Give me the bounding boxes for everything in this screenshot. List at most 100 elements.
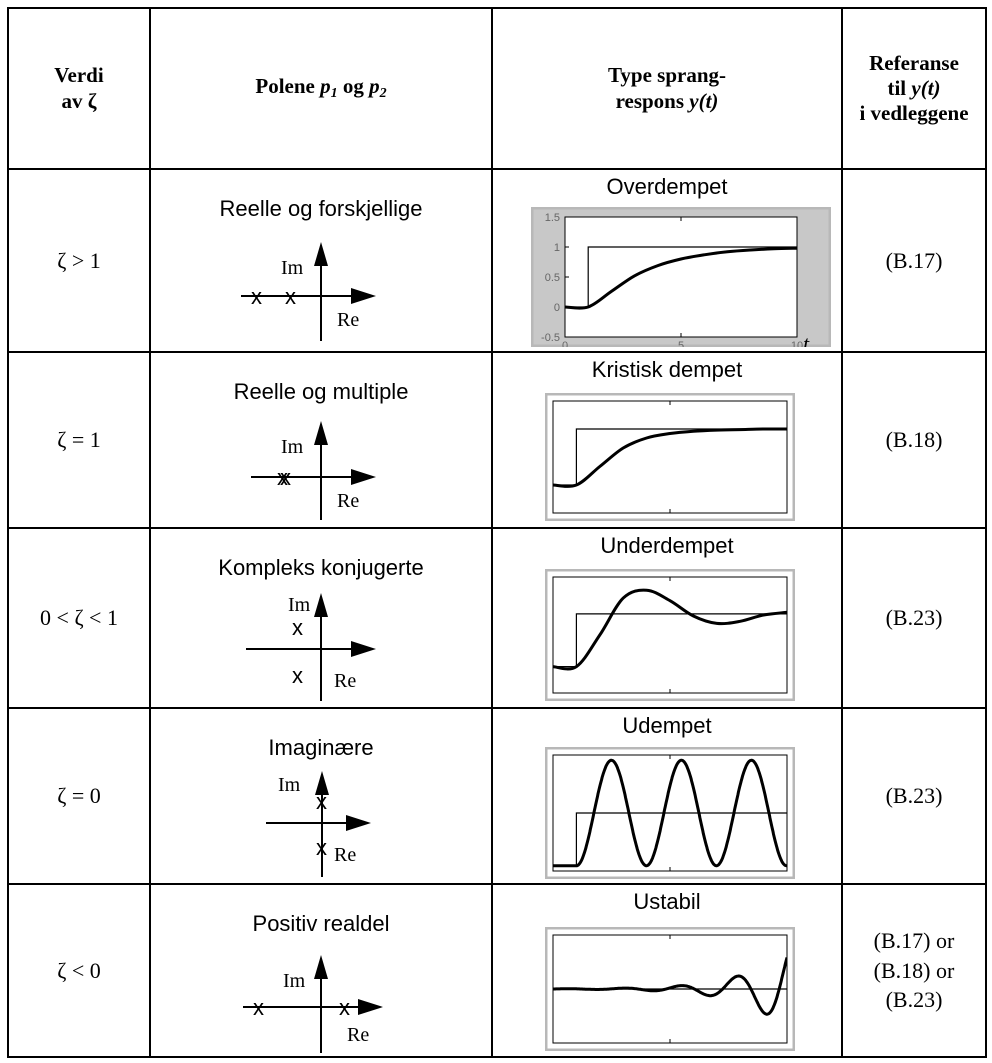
step-response-plot-unstable xyxy=(545,927,795,1051)
step-response-plot-underdamped xyxy=(545,569,795,701)
y-tick-label: -0.5 xyxy=(541,332,560,344)
response-curve xyxy=(553,758,787,868)
table-row: ζ = 0 Imaginære Im Re x x Udempet xyxy=(7,707,987,885)
y-tick-label: 1.5 xyxy=(545,212,560,224)
header-poles-text: Polene xyxy=(255,74,321,99)
re-arrow-icon xyxy=(358,999,383,1015)
poles-title: Imaginære xyxy=(268,735,374,760)
zeta-cell: ζ > 1 xyxy=(7,168,151,353)
header-reference: Referanse til y(t) i vedleggene xyxy=(841,7,987,170)
poles-title: Kompleks konjugerte xyxy=(218,555,424,580)
zeta-cell: 0 < ζ < 1 xyxy=(7,527,151,709)
reference-line: (B.23) xyxy=(885,987,943,1013)
header-zeta-line1: Verdi xyxy=(54,63,104,88)
poles-cell: Positiv realdel Im Re x x xyxy=(149,883,493,1058)
header-p1-sub: 1 xyxy=(330,86,338,102)
reference-line: (B.17) or xyxy=(873,927,955,953)
header-reference-line3: i vedleggene xyxy=(859,101,969,126)
step-input-line xyxy=(553,613,787,668)
header-og: og xyxy=(337,74,370,99)
pole-marker: x xyxy=(251,284,262,309)
poles-title: Reelle og forskjellige xyxy=(219,196,423,221)
y-tick-label: 0 xyxy=(554,302,560,314)
re-label: Re xyxy=(334,844,356,866)
plot-area xyxy=(552,400,788,514)
poles-cell: Reelle og forskjellige Im Re x x xyxy=(149,168,493,353)
x-axis-label: t xyxy=(803,331,810,347)
reference-cell: (B.23) xyxy=(841,527,987,709)
poles-title: Positiv realdel xyxy=(252,911,390,936)
plot-area xyxy=(552,576,788,694)
reference-cell: (B.17) xyxy=(841,168,987,353)
response-curve xyxy=(565,246,797,310)
header-p1: p xyxy=(320,74,331,99)
table-row: ζ > 1 Reelle og forskjellige Im Re x x O… xyxy=(7,168,987,353)
zeta-cell: ζ = 1 xyxy=(7,351,151,529)
response-title: Underdempet xyxy=(600,533,734,558)
pole-marker: x xyxy=(316,789,327,814)
header-zeta-symbol: ζ xyxy=(87,88,97,113)
table-row: ζ < 0 Positiv realdel Im Re x x Ustabil xyxy=(7,883,987,1058)
poles-cell: Kompleks konjugerte Im Re x x xyxy=(149,527,493,709)
table-row: 0 < ζ < 1 Kompleks konjugerte Im Re x x … xyxy=(7,527,987,709)
response-curve xyxy=(553,427,787,488)
header-response-line1: Type sprang- xyxy=(607,63,727,88)
header-response-line2: respons xyxy=(615,88,690,113)
response-cell: Ustabil xyxy=(491,883,843,1058)
pole-diagram: Im Re x x xyxy=(241,242,376,341)
pole-marker: x xyxy=(316,835,327,860)
poles-cell: Imaginære Im Re x x xyxy=(149,707,493,885)
header-zeta-line2: av xyxy=(61,88,88,113)
re-label: Re xyxy=(337,309,359,331)
y-tick-label: 1 xyxy=(554,242,560,254)
pole-marker: x xyxy=(292,663,303,688)
step-response-plot-undamped xyxy=(545,747,795,879)
header-zeta-value: Verdi av ζ xyxy=(7,7,151,170)
pole-diagram: Im Re x x xyxy=(266,771,371,877)
header-p2-sub: 2 xyxy=(379,86,387,102)
re-label: Re xyxy=(334,670,356,692)
poles-cell: Reelle og multiple Im Re x x xyxy=(149,351,493,529)
header-p2: p xyxy=(369,74,380,99)
re-arrow-icon xyxy=(351,288,376,304)
re-arrow-icon xyxy=(351,641,376,657)
pole-marker: x xyxy=(339,995,350,1020)
step-response-plot-overdamped: 1.510.50-0.50 5 10 t xyxy=(531,207,831,347)
plot-area xyxy=(564,216,798,338)
step-response-plot-critical xyxy=(545,393,795,521)
response-title: Udempet xyxy=(622,713,712,738)
im-arrow-icon xyxy=(315,771,329,795)
reference-cell: (B.23) xyxy=(841,707,987,885)
x-tick-label: 5 xyxy=(678,340,684,347)
damping-table: Verdi av ζ Polene p1 og p2 Type sprang- … xyxy=(7,7,987,1058)
pole-marker: x xyxy=(253,995,264,1020)
zeta-cell: ζ < 0 xyxy=(7,883,151,1058)
im-arrow-icon xyxy=(314,242,328,266)
zeta-cell: ζ = 0 xyxy=(7,707,151,885)
pole-diagram: Im Re x x xyxy=(246,593,376,701)
im-label: Im xyxy=(283,970,306,992)
header-reference-line1: Referanse xyxy=(869,50,959,75)
response-cell: Overdempet 1.5 1 0.5 0 -0.5 0 5 10 t xyxy=(491,168,843,353)
im-arrow-icon xyxy=(314,955,328,979)
reference-cell: (B.17) or (B.18) or (B.23) xyxy=(841,883,987,1058)
header-response-type: Type sprang- respons y(t) xyxy=(491,7,843,170)
reference-cell: (B.18) xyxy=(841,351,987,529)
im-label: Im xyxy=(281,257,304,279)
pole-diagram: Im Re x x xyxy=(243,955,383,1053)
re-label: Re xyxy=(347,1024,369,1046)
im-arrow-icon xyxy=(314,421,328,445)
response-curve xyxy=(553,957,787,1016)
response-title: Kristisk dempet xyxy=(591,357,743,382)
y-tick-label: 0.5 xyxy=(545,272,560,284)
pole-diagram: Im Re x x xyxy=(251,421,376,520)
header-poles: Polene p1 og p2 xyxy=(149,7,493,170)
im-label: Im xyxy=(278,774,301,796)
header-row: Verdi av ζ Polene p1 og p2 Type sprang- … xyxy=(7,7,987,170)
response-cell: Kristisk dempet xyxy=(491,351,843,529)
header-reference-til: til xyxy=(887,75,912,100)
table-row: ζ = 1 Reelle og multiple Im Re x x Krist… xyxy=(7,351,987,529)
im-arrow-icon xyxy=(314,593,328,617)
pole-marker: x xyxy=(285,284,296,309)
pole-marker: x xyxy=(277,465,288,490)
